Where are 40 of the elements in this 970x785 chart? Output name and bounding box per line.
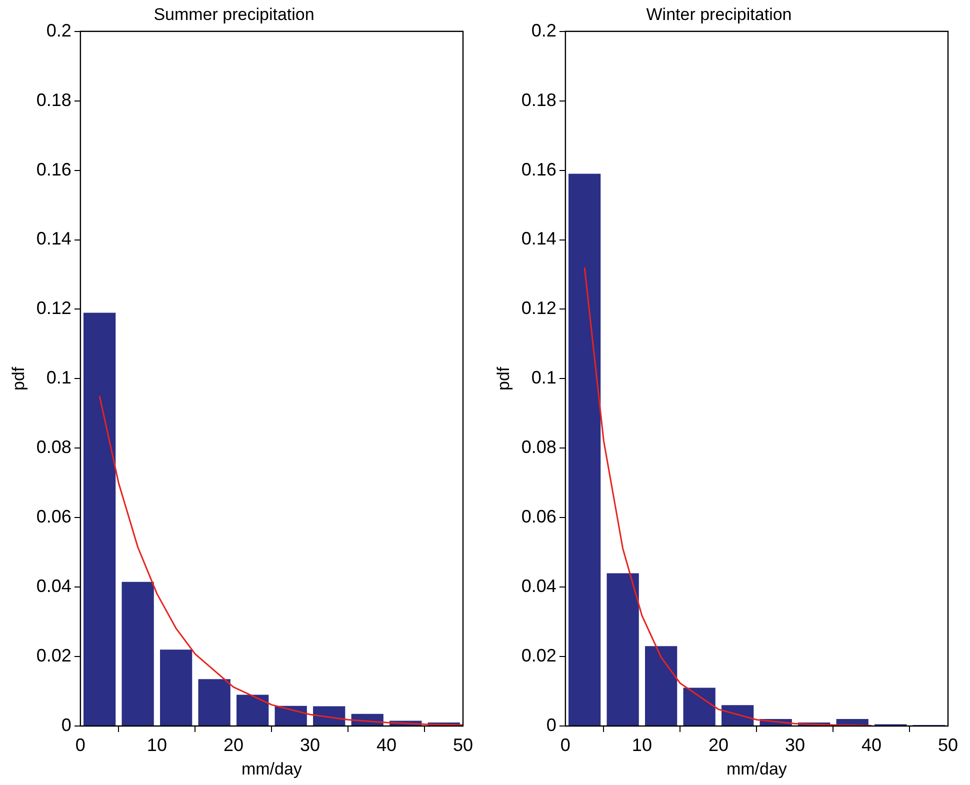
x-tick-label: 10 bbox=[146, 734, 167, 755]
y-axis-title: pdf bbox=[494, 366, 513, 391]
y-tick-label: 0.2 bbox=[46, 20, 72, 40]
y-tick-label: 0.06 bbox=[521, 506, 556, 527]
y-axis-title: pdf bbox=[8, 366, 28, 391]
y-tick-label: 0.08 bbox=[521, 437, 556, 458]
y-tick-label: 0.12 bbox=[521, 298, 556, 318]
y-tick-label: 0.18 bbox=[36, 90, 72, 110]
x-axis-title: mm/day bbox=[726, 759, 788, 778]
x-tick-label: 0 bbox=[75, 734, 86, 755]
y-tick-label: 0.1 bbox=[531, 368, 556, 388]
y-tick-label: 0.18 bbox=[521, 90, 556, 110]
x-tick-label: 30 bbox=[784, 734, 805, 755]
x-tick-label: 30 bbox=[300, 734, 320, 755]
x-tick-label: 10 bbox=[632, 734, 652, 755]
y-tick-label: 0.14 bbox=[36, 228, 72, 249]
y-tick-label: 0.2 bbox=[531, 20, 556, 40]
x-axis-title: mm/day bbox=[241, 759, 302, 778]
y-tick-label: 0.06 bbox=[36, 506, 72, 527]
y-tick-label: 0.02 bbox=[36, 646, 72, 666]
y-tick-label: 0 bbox=[61, 714, 72, 735]
x-tick-label: 20 bbox=[223, 734, 244, 755]
y-tick-label: 0.04 bbox=[36, 576, 72, 596]
y-tick-label: 0.12 bbox=[36, 298, 72, 318]
chart-title: Winter precipitation bbox=[646, 4, 792, 24]
y-tick-label: 0.04 bbox=[521, 576, 556, 596]
y-tick-label: 0 bbox=[546, 714, 556, 735]
chart-title: Summer precipitation bbox=[154, 4, 314, 24]
x-tick-label: 0 bbox=[560, 734, 570, 755]
x-tick-label: 20 bbox=[708, 734, 728, 755]
y-tick-label: 0.1 bbox=[46, 368, 72, 388]
x-tick-label: 40 bbox=[861, 734, 882, 755]
x-tick-label: 50 bbox=[938, 734, 958, 755]
y-tick-label: 0.16 bbox=[521, 159, 556, 180]
x-tick-label: 50 bbox=[452, 734, 474, 755]
y-tick-label: 0.02 bbox=[521, 646, 556, 666]
x-tick-label: 40 bbox=[376, 734, 396, 755]
y-tick-label: 0.08 bbox=[36, 437, 72, 458]
y-tick-label: 0.14 bbox=[521, 228, 556, 249]
y-tick-label: 0.16 bbox=[36, 159, 72, 180]
